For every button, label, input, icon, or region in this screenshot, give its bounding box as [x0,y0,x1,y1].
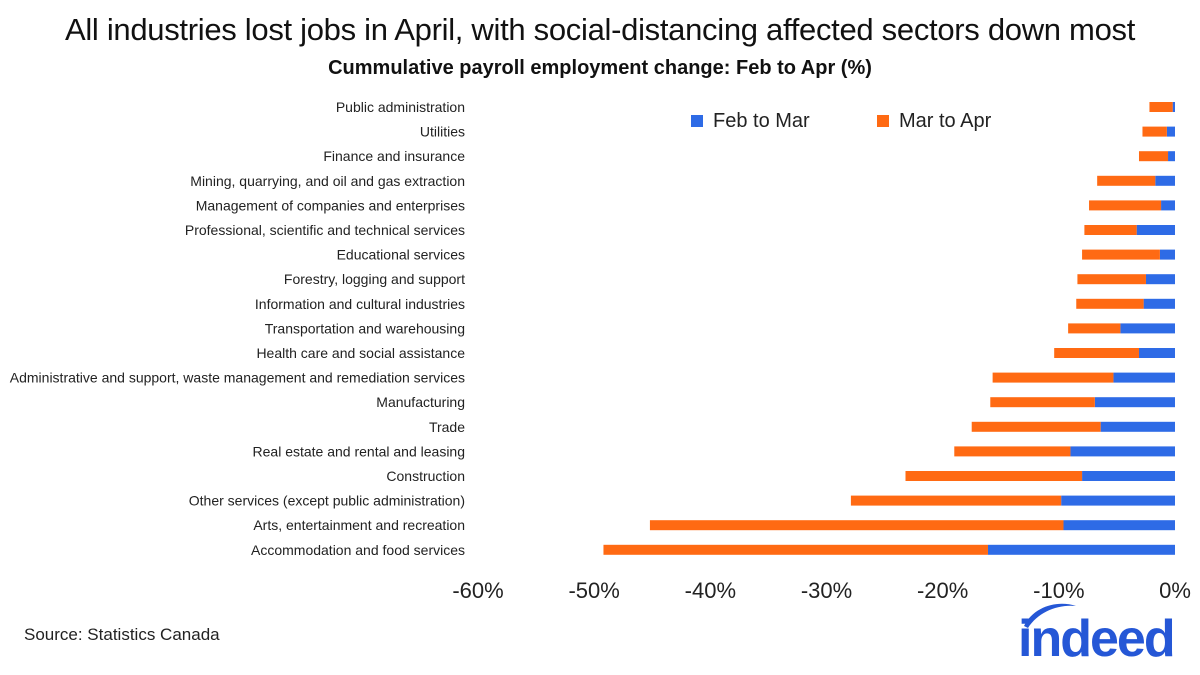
bar-feb-to-mar [1120,323,1175,334]
logo-swoosh-icon [1024,603,1076,628]
legend-swatch [691,115,703,127]
bar-mar-to-apr [603,544,988,555]
indeed-logo: indeed [1012,600,1182,669]
x-tick-label: 0% [1159,578,1191,603]
x-tick-label: -60% [452,578,503,603]
bar-mar-to-apr [850,495,1062,506]
bar-feb-to-mar [1172,102,1175,112]
x-tick-label: -40% [685,578,736,603]
bar-feb-to-mar [1143,298,1175,309]
category-label: Information and cultural industries [255,296,465,312]
category-label: Real estate and rental and leasing [253,443,465,459]
bar-mar-to-apr [1076,298,1144,309]
bar-feb-to-mar [1136,225,1175,235]
legend-label: Feb to Mar [713,110,810,132]
legend-label: Mar to Apr [899,110,992,132]
bar-mar-to-apr [990,397,1095,408]
category-label: Accommodation and food services [251,542,465,558]
category-label: Trade [429,419,465,435]
category-label: Professional, scientific and technical s… [185,222,465,238]
category-label: Forestry, logging and support [284,271,465,287]
bar-mar-to-apr [1068,323,1121,334]
category-label: Arts, entertainment and recreation [253,517,465,533]
bar-feb-to-mar [1138,348,1175,358]
chart-title: All industries lost jobs in April, with … [64,12,1136,47]
bar-feb-to-mar [987,544,1175,555]
bar-mar-to-apr [1089,200,1162,211]
bar-feb-to-mar [1061,495,1175,506]
bar-feb-to-mar [1161,200,1175,211]
category-label: Mining, quarrying, and oil and gas extra… [190,173,465,189]
category-label: Administrative and support, waste manage… [10,370,465,386]
bar-feb-to-mar [1166,126,1175,137]
x-tick-label: -30% [801,578,852,603]
category-label: Construction [386,468,465,484]
x-tick-label: -50% [568,578,619,603]
category-label: Other services (except public administra… [189,493,465,509]
bar-mar-to-apr [1084,225,1137,235]
bar-mar-to-apr [1077,274,1146,285]
bar-mar-to-apr [1082,249,1160,260]
bar-feb-to-mar [1070,446,1175,457]
bar-feb-to-mar [1168,151,1175,162]
chart-subtitle: Cummulative payroll employment change: F… [328,57,872,79]
x-tick-label: -20% [917,578,968,603]
bar-feb-to-mar [1155,175,1175,186]
bar-mar-to-apr [1097,175,1156,186]
category-label: Utilities [420,124,465,140]
bar-feb-to-mar [1094,397,1175,408]
category-label: Manufacturing [376,394,465,410]
bar-feb-to-mar [1145,274,1175,285]
category-label: Public administration [336,99,465,115]
bar-mar-to-apr [649,520,1064,531]
category-label: Management of companies and enterprises [196,197,465,213]
bar-mar-to-apr [1138,151,1169,162]
bar-mar-to-apr [954,446,1071,457]
bar-mar-to-apr [905,471,1083,481]
x-tick-label: -10% [1033,578,1084,603]
category-label: Health care and social assistance [256,345,465,361]
bar-mar-to-apr [992,372,1114,383]
bar-feb-to-mar [1063,520,1175,531]
bar-feb-to-mar [1100,421,1175,432]
bar-feb-to-mar [1113,372,1175,383]
bar-mar-to-apr [1149,102,1173,112]
source-note: Source: Statistics Canada [24,625,220,644]
bar-mar-to-apr [1054,348,1139,358]
category-label: Transportation and warehousing [265,320,465,336]
bar-feb-to-mar [1082,471,1175,481]
legend-swatch [877,115,889,127]
category-label: Finance and insurance [323,148,465,164]
logo-wordmark: indeed [1018,610,1174,664]
bar-mar-to-apr [1142,126,1167,137]
bar-mar-to-apr [971,421,1101,432]
bar-feb-to-mar [1159,249,1175,260]
category-label: Educational services [337,247,465,263]
